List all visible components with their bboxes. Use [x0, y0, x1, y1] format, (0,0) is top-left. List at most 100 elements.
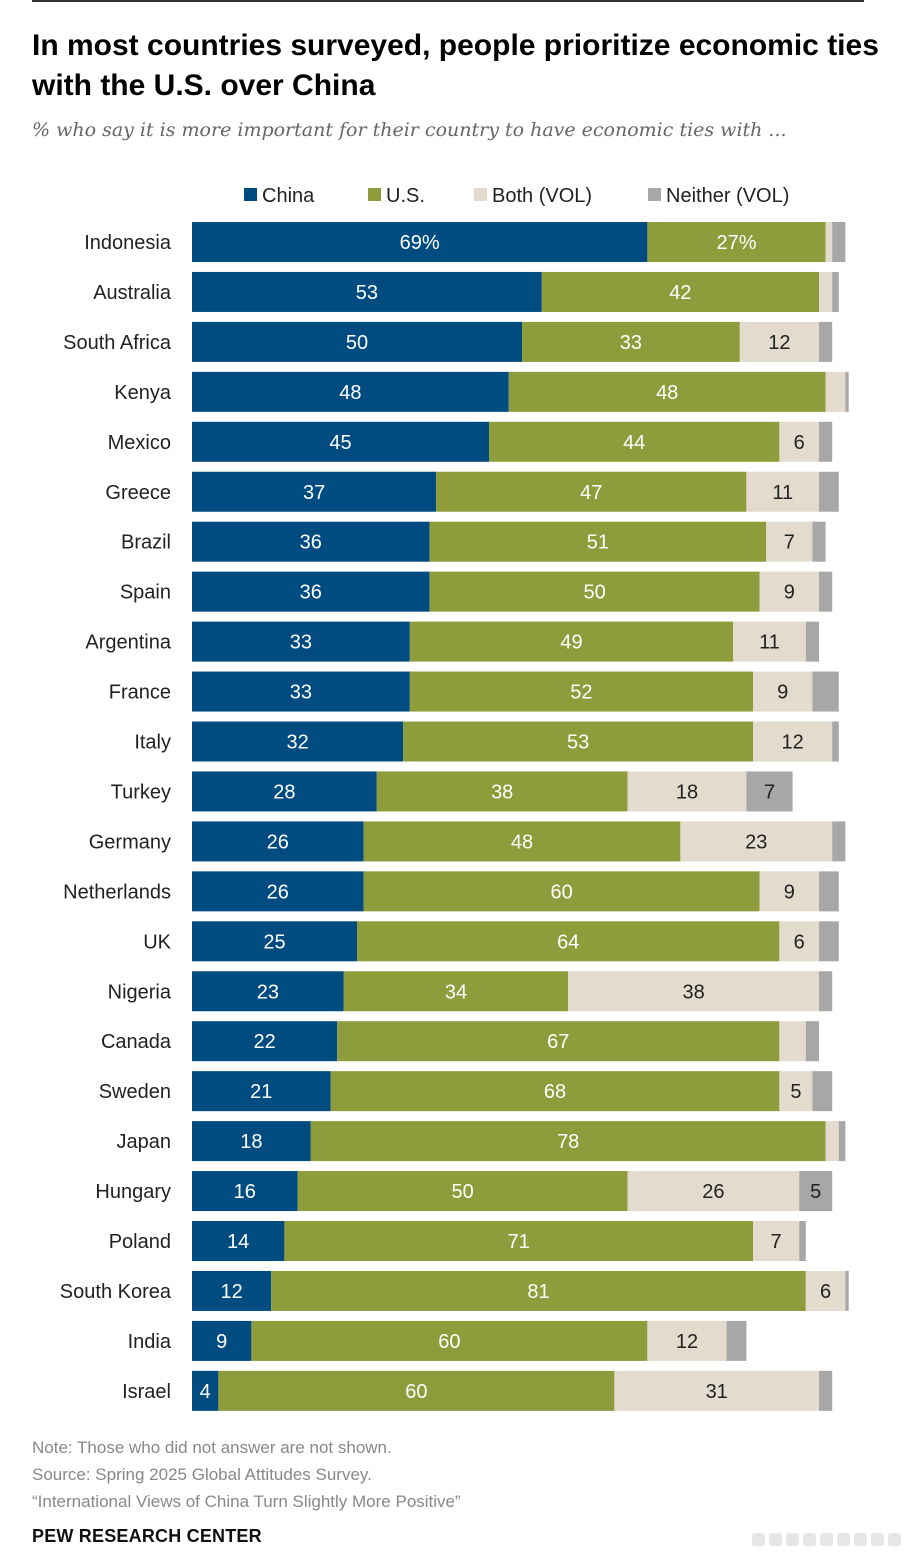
watermark-dot	[786, 1533, 799, 1546]
bar-segment-u-s	[337, 1021, 780, 1062]
data-label: 5	[810, 1181, 821, 1203]
data-label: 50	[583, 582, 605, 604]
bar-segment-u-s	[330, 1071, 780, 1112]
bar-segment-china	[192, 1320, 252, 1361]
data-label: 81	[527, 1281, 549, 1303]
data-label: 9	[784, 881, 795, 903]
bar-segment-both-vol	[680, 821, 833, 862]
bar-segment-china	[192, 421, 489, 462]
data-label: 48	[511, 831, 533, 853]
bar-row-hungary: Hungary 16 50 26 5	[95, 1171, 833, 1212]
watermark-dot	[871, 1533, 884, 1546]
bar-segment-neither-vol	[819, 921, 839, 962]
bar-segment-neither-vol	[819, 1370, 833, 1411]
bar-segment-both-vol	[779, 1071, 813, 1112]
bar-segment-both-vol	[568, 971, 819, 1012]
bar-segment-u-s	[403, 721, 753, 762]
bar-segment-neither-vol	[845, 371, 849, 412]
data-label: 45	[329, 432, 351, 454]
data-label: 38	[491, 781, 513, 803]
data-label: 53	[356, 282, 378, 304]
bar-row-uk: UK 25 64 6	[143, 921, 839, 962]
data-label: 50	[451, 1181, 473, 1203]
watermark-dots	[752, 1533, 901, 1546]
category-label: Turkey	[111, 781, 171, 803]
data-label: 78	[557, 1131, 579, 1153]
legend-label-china: China	[262, 185, 315, 207]
category-label: Italy	[134, 732, 171, 754]
bar-segment-china	[192, 821, 364, 862]
bar-segment-china	[192, 1221, 285, 1261]
bar-segment-u-s	[363, 821, 681, 862]
data-label: 60	[550, 881, 572, 903]
data-label: 18	[676, 781, 698, 803]
data-label: 12	[781, 732, 803, 754]
bar-segment-china	[192, 871, 364, 912]
category-label: South Korea	[60, 1281, 172, 1303]
bar-segment-china	[192, 271, 542, 312]
bar-segment-neither-vol	[746, 771, 793, 812]
bar-segment-neither-vol	[819, 471, 839, 512]
data-label: 67	[547, 1031, 569, 1053]
category-label: Israel	[122, 1381, 171, 1403]
data-label: 22	[253, 1031, 275, 1053]
bar-row-germany: Germany 26 48 23	[89, 821, 846, 862]
bar-row-poland: Poland 14 71 7	[109, 1221, 806, 1261]
bar-row-japan: Japan 18 78	[117, 1121, 846, 1162]
bar-segment-u-s	[429, 571, 760, 612]
bar-segment-both-vol	[779, 921, 819, 962]
category-label: Sweden	[99, 1081, 171, 1103]
data-label: 28	[273, 781, 295, 803]
data-label: 48	[339, 382, 361, 404]
bar-segment-china	[192, 1171, 298, 1212]
bar-segment-both-vol	[766, 521, 813, 562]
bar-segment-neither-vol	[832, 222, 846, 262]
category-label: Germany	[89, 831, 171, 853]
category-label: India	[128, 1331, 172, 1353]
legend-swatch-neither	[648, 188, 661, 202]
bar-row-south-korea: South Korea 12 81 6	[60, 1270, 849, 1311]
bar-segment-china	[192, 1021, 338, 1062]
bar-segment-both-vol	[746, 471, 819, 512]
data-label: 7	[771, 1231, 782, 1253]
data-label: 12	[676, 1331, 698, 1353]
bar-segment-neither-vol	[819, 321, 833, 362]
bar-segment-u-s	[284, 1221, 753, 1261]
bar-row-mexico: Mexico 45 44 6	[108, 421, 833, 462]
data-label: 31	[706, 1381, 728, 1403]
data-label: 60	[438, 1331, 460, 1353]
category-label: Hungary	[95, 1181, 171, 1203]
bar-segment-neither-vol	[819, 971, 833, 1012]
chart-notes: Note: Those who did not answer are not s…	[32, 1434, 892, 1515]
watermark-dot	[888, 1533, 901, 1546]
bar-segment-both-vol	[825, 222, 833, 262]
bar-segment-u-s	[647, 222, 826, 262]
data-label: 50	[346, 332, 368, 354]
data-label: 38	[682, 981, 704, 1003]
data-label: 33	[290, 632, 312, 654]
category-label: Nigeria	[108, 981, 172, 1003]
legend-swatch-both	[474, 188, 487, 202]
bar-segment-u-s	[489, 421, 780, 462]
bar-row-indonesia: Indonesia 69% 27%	[84, 222, 846, 262]
bar-segment-both-vol	[753, 1221, 800, 1261]
bar-segment-u-s	[522, 321, 740, 362]
bar-segment-both-vol	[627, 771, 747, 812]
bar-segment-china	[192, 671, 410, 712]
bar-segment-china	[192, 521, 430, 562]
bar-row-israel: Israel 4 60 31	[122, 1370, 833, 1411]
bar-segment-u-s	[409, 671, 753, 712]
data-label: 21	[250, 1081, 272, 1103]
data-label: 68	[544, 1081, 566, 1103]
category-label: Australia	[93, 282, 172, 304]
data-label: 36	[300, 532, 322, 554]
bar-segment-both-vol	[779, 1021, 806, 1062]
bar-segment-both-vol	[753, 721, 833, 762]
bar-row-argentina: Argentina 33 49 11	[85, 621, 819, 662]
bar-segment-both-vol	[739, 321, 819, 362]
data-label: 11	[759, 632, 780, 654]
data-label: 25	[263, 931, 285, 953]
data-label: 12	[220, 1281, 242, 1303]
bar-segment-china	[192, 971, 344, 1012]
data-label: 42	[669, 282, 691, 304]
